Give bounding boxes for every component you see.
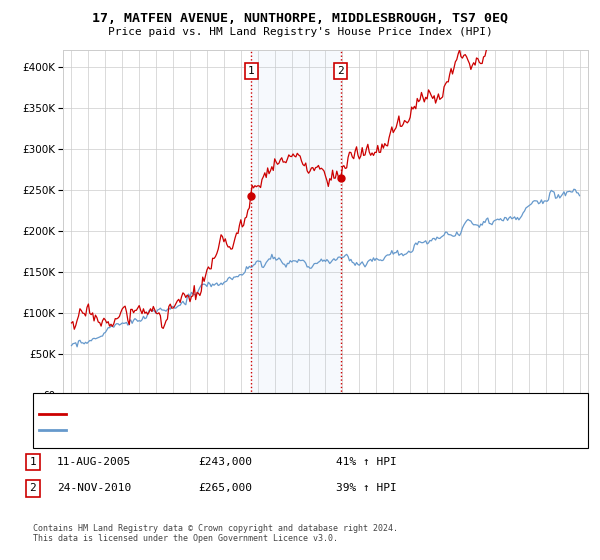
Text: 17, MATFEN AVENUE, NUNTHORPE, MIDDLESBROUGH, TS7 0EQ: 17, MATFEN AVENUE, NUNTHORPE, MIDDLESBRO… bbox=[92, 12, 508, 25]
Text: 1: 1 bbox=[248, 66, 254, 76]
Text: 2: 2 bbox=[337, 66, 344, 76]
Text: 17, MATFEN AVENUE, NUNTHORPE, MIDDLESBROUGH, TS7 0EQ (detached house): 17, MATFEN AVENUE, NUNTHORPE, MIDDLESBRO… bbox=[72, 410, 469, 419]
Text: 41% ↑ HPI: 41% ↑ HPI bbox=[336, 457, 397, 467]
Text: Price paid vs. HM Land Registry's House Price Index (HPI): Price paid vs. HM Land Registry's House … bbox=[107, 27, 493, 37]
Text: 11-AUG-2005: 11-AUG-2005 bbox=[57, 457, 131, 467]
Text: Contains HM Land Registry data © Crown copyright and database right 2024.
This d: Contains HM Land Registry data © Crown c… bbox=[33, 524, 398, 543]
Text: 2: 2 bbox=[29, 483, 37, 493]
Bar bbox=[251, 50, 341, 395]
Text: 39% ↑ HPI: 39% ↑ HPI bbox=[336, 483, 397, 493]
Text: £243,000: £243,000 bbox=[198, 457, 252, 467]
Text: 24-NOV-2010: 24-NOV-2010 bbox=[57, 483, 131, 493]
Text: 1: 1 bbox=[29, 457, 37, 467]
Text: HPI: Average price, detached house, Middlesbrough: HPI: Average price, detached house, Midd… bbox=[72, 425, 354, 434]
Text: £265,000: £265,000 bbox=[198, 483, 252, 493]
